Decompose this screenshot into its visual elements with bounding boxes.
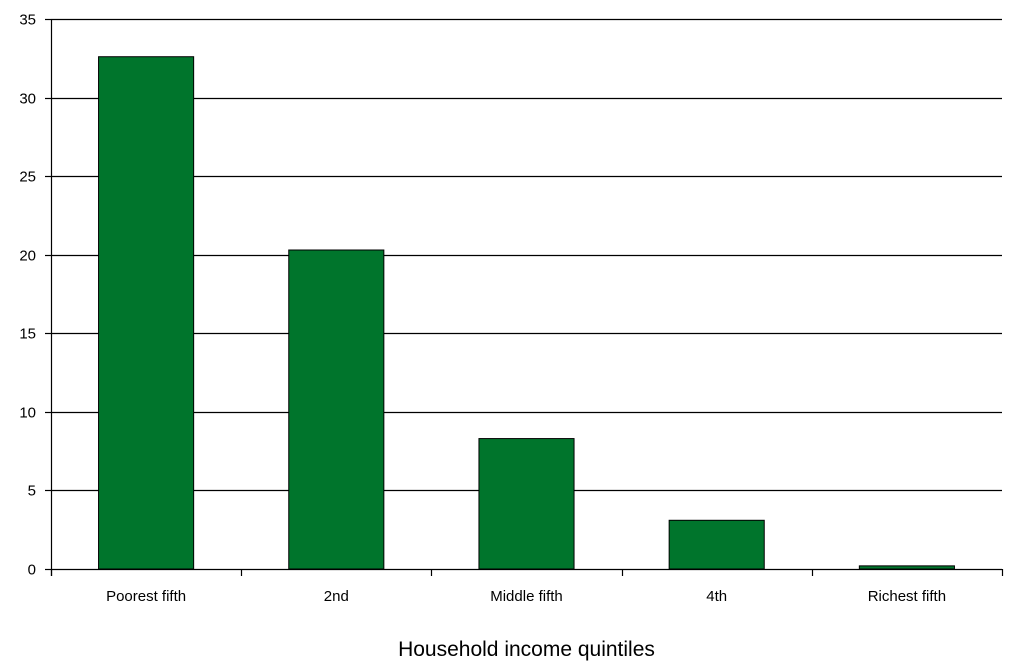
y-tick-label: 10 xyxy=(19,405,36,422)
y-tick-label: 35 xyxy=(19,12,36,29)
x-tick-label: Middle fifth xyxy=(490,588,563,605)
x-tick-label: 2nd xyxy=(324,588,349,605)
y-tick-label: 25 xyxy=(19,169,36,186)
bar xyxy=(858,565,955,570)
x-tick-label: Poorest fifth xyxy=(106,588,186,605)
bar xyxy=(98,56,195,570)
y-tick-label: 30 xyxy=(19,91,36,108)
x-tick-label: 4th xyxy=(706,588,727,605)
bar xyxy=(668,519,765,570)
bars xyxy=(98,56,955,570)
y-tick-label: 0 xyxy=(28,562,36,579)
x-tick-label: Richest fifth xyxy=(868,588,946,605)
y-tick-label: 5 xyxy=(28,483,36,500)
gridlines xyxy=(45,18,1004,576)
bar xyxy=(478,438,575,570)
x-axis-title: Household income quintiles xyxy=(398,638,655,661)
y-tick-label: 20 xyxy=(19,248,36,265)
y-tick-label: 15 xyxy=(19,326,36,343)
x-tick-labels: Poorest fifth 2nd Middle fifth 4th Richest f… xyxy=(106,588,946,605)
bar xyxy=(288,249,385,570)
y-tick-labels: 0 5 10 15 20 25 30 35 xyxy=(19,12,36,579)
axes xyxy=(50,19,1002,576)
